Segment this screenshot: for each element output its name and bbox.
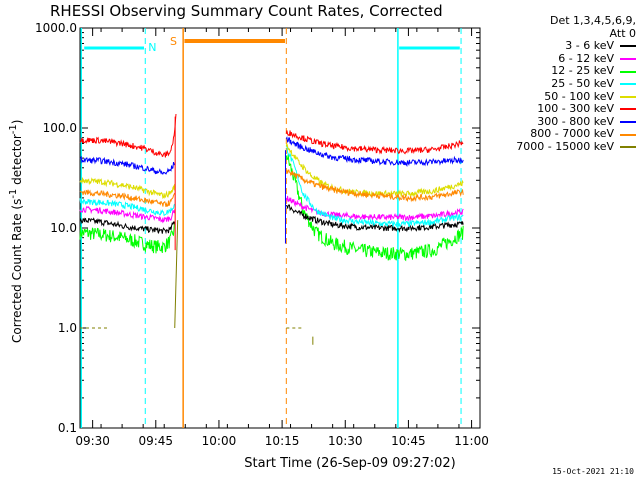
series-line-25-50 [285, 144, 464, 229]
x-axis-label: Start Time (26-Sep-09 09:27:02) [244, 456, 456, 471]
x-tick-label: 10:45 [391, 434, 426, 448]
x-tick-label: 10:15 [265, 434, 300, 448]
legend-item: 7000 - 15000 keV [516, 139, 636, 154]
legend-swatch [620, 70, 636, 73]
series-line-100-300 [285, 130, 464, 155]
series-line-300-800 [285, 136, 464, 168]
legend: Det 1,3,4,5,6,9, Att 0 3 - 6 keV 6 - 12 k… [516, 14, 636, 154]
s-label: S [170, 35, 177, 48]
series-line-100-300 [79, 113, 177, 158]
legend-item: 12 - 25 keV [516, 65, 636, 78]
legend-swatch [620, 45, 636, 48]
series-line-12-25 [285, 154, 464, 262]
legend-label: 3 - 6 keV [565, 39, 614, 53]
x-tick-label: 11:00 [454, 434, 489, 448]
legend-header-line1: Det 1,3,4,5,6,9, [549, 14, 636, 27]
x-tick-label: 10:30 [328, 434, 363, 448]
legend-item: 50 - 100 keV [516, 89, 636, 104]
series-line-3-6 [79, 217, 176, 235]
x-tick-label: 10:00 [202, 434, 237, 448]
y-tick-label: 1000.0 [35, 21, 77, 35]
x-tick-label: 09:30 [75, 434, 110, 448]
legend-header-line2: Att 0 [609, 26, 636, 40]
legend-label: 50 - 100 keV [544, 89, 614, 103]
legend-swatch [620, 121, 636, 124]
legend-swatch [620, 58, 636, 61]
series-line-800-7000 [285, 169, 464, 203]
legend-label: 100 - 300 keV [537, 102, 614, 116]
legend-label: 800 - 7000 keV [530, 127, 614, 141]
series-line-12-25 [79, 222, 176, 254]
y-tick-label: 0.1 [58, 421, 77, 435]
series-line-6-12 [285, 195, 464, 222]
legend-label: 7000 - 15000 keV [516, 139, 614, 153]
series-line-6-12 [79, 205, 176, 224]
series-line-3-6 [285, 204, 464, 233]
legend-item: 25 - 50 keV [516, 76, 636, 91]
y-axis-label: Corrected Count Rate (s-1 detector-1) [8, 119, 24, 343]
y-tick-label: 10.0 [50, 221, 77, 235]
legend-swatch [620, 133, 636, 136]
legend-swatch [620, 146, 636, 149]
x-tick-label: 09:45 [138, 434, 173, 448]
y-tick-label: 100.0 [43, 121, 77, 135]
series-line-50-100 [79, 177, 176, 200]
footer-timestamp: 15-Oct-2021 21:10 [552, 467, 634, 476]
legend-item: 6 - 12 keV [516, 51, 636, 66]
legend-label: 12 - 25 keV [551, 64, 614, 78]
legend-swatch [620, 108, 636, 111]
night-label: N [148, 41, 156, 54]
legend-item: 800 - 7000 keV [516, 128, 636, 141]
y-tick-label: 1.0 [58, 321, 77, 335]
legend-label: 6 - 12 keV [558, 51, 614, 65]
legend-swatch [620, 83, 636, 86]
legend-item: 300 - 800 keV [516, 114, 636, 129]
legend-item: 3 - 6 keV [516, 40, 636, 53]
chart-title: RHESSI Observing Summary Count Rates, Co… [50, 2, 443, 20]
series-line-25-50 [79, 198, 176, 217]
legend-label: 25 - 50 keV [551, 76, 614, 90]
series-spike-7000-15000 [174, 220, 179, 329]
legend-swatch [620, 95, 636, 98]
legend-item: 100 - 300 keV [516, 103, 636, 116]
series-line-300-800 [79, 155, 176, 175]
series-line-800-7000 [79, 189, 176, 207]
legend-label: 300 - 800 keV [537, 114, 614, 128]
